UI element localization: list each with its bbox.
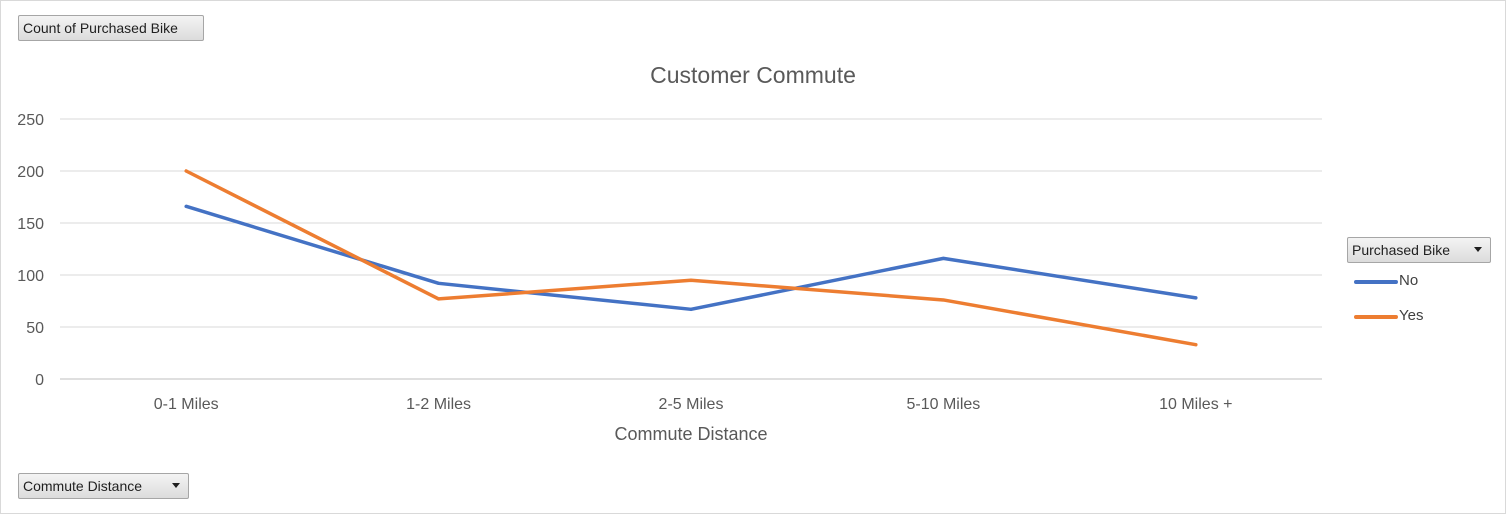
y-tick-label: 150	[17, 216, 44, 233]
data-point-no	[437, 281, 441, 285]
x-axis-title: Commute Distance	[614, 424, 767, 444]
data-point-yes	[184, 169, 188, 173]
legend-field-label: Purchased Bike	[1352, 242, 1451, 258]
data-point-no	[941, 256, 945, 260]
legend-label-no: No	[1399, 272, 1419, 289]
chevron-down-icon	[172, 483, 180, 488]
data-point-no	[184, 204, 188, 208]
chevron-down-icon	[1474, 247, 1482, 252]
legend-swatch-yes	[1354, 315, 1398, 319]
legend-item-no: No	[1354, 271, 1444, 291]
x-tick-label: 0-1 Miles	[154, 396, 219, 413]
data-point-yes	[437, 297, 441, 301]
x-tick-label: 1-2 Miles	[406, 396, 471, 413]
x-tick-label: 10 Miles +	[1159, 396, 1232, 413]
series-line-no	[184, 204, 1198, 312]
legend-label-yes: Yes	[1399, 307, 1424, 324]
value-field-label: Count of Purchased Bike	[23, 20, 178, 36]
legend-field-button[interactable]: Purchased Bike	[1347, 237, 1491, 263]
value-field-button[interactable]: Count of Purchased Bike	[18, 15, 204, 41]
y-tick-label: 100	[17, 268, 44, 285]
data-point-no	[1194, 296, 1198, 300]
series-line-yes	[184, 169, 1198, 347]
y-tick-label: 200	[17, 164, 44, 181]
legend-swatch-no	[1354, 280, 1398, 284]
axis-field-label: Commute Distance	[23, 478, 143, 494]
x-tick-label: 5-10 Miles	[906, 396, 980, 413]
x-tick-label: 2-5 Miles	[659, 396, 724, 413]
data-point-yes	[941, 298, 945, 302]
data-point-yes	[1194, 343, 1198, 347]
legend-item-yes: Yes	[1354, 306, 1444, 326]
data-point-no	[689, 307, 693, 311]
chart-title: Customer Commute	[650, 62, 856, 88]
y-tick-label: 250	[17, 112, 44, 129]
y-tick-label: 0	[35, 372, 44, 389]
y-tick-label: 50	[26, 320, 44, 337]
axis-field-button[interactable]: Commute Distance	[18, 473, 189, 499]
data-point-yes	[689, 278, 693, 282]
